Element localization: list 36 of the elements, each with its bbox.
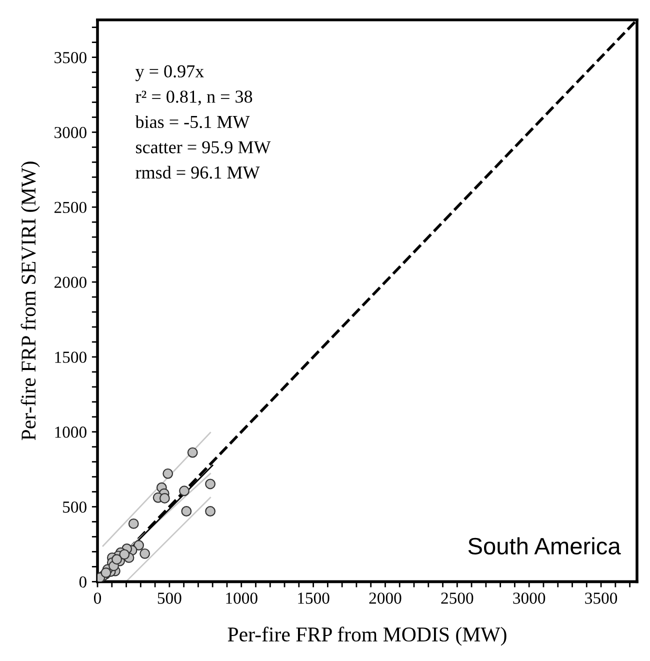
x-tick-label: 1000 xyxy=(226,592,258,604)
point xyxy=(205,478,216,490)
y-tick-label: 0 xyxy=(79,576,86,588)
y-tick-label: 500 xyxy=(63,501,86,513)
y-tick-label: 2500 xyxy=(54,202,86,214)
x-tick-label: 0 xyxy=(94,592,102,604)
point xyxy=(140,548,150,559)
y-tick-label: 3500 xyxy=(54,52,86,64)
point xyxy=(159,493,170,504)
x-tick-label: 2500 xyxy=(441,592,474,604)
text: South America xyxy=(468,537,621,555)
annotation: r² = 0.81, n = 38 xyxy=(136,90,252,106)
y-tick-label: 1000 xyxy=(55,426,86,438)
y-tick-label: 1500 xyxy=(55,352,86,363)
point xyxy=(112,554,122,565)
point xyxy=(181,506,192,516)
x-tick-label: 500 xyxy=(158,592,182,604)
annotation: scatter = 95.9 MW xyxy=(136,141,271,154)
y-axis-title: Per-fire FRP from SEVIRI (MW) xyxy=(20,162,40,440)
point xyxy=(162,468,174,479)
y-tick-label: 2000 xyxy=(54,276,86,288)
point xyxy=(128,518,139,529)
point xyxy=(205,506,216,516)
point xyxy=(187,447,198,458)
annotation: bias = -5.1 MW xyxy=(135,115,250,128)
annotation: y = 0.97x xyxy=(135,65,204,82)
x-axis-title: Per-fire FRP from MODIS (MW) xyxy=(228,626,506,646)
point xyxy=(134,540,144,550)
y-tick-label: 3000 xyxy=(54,126,86,138)
x-tick-label: 2000 xyxy=(369,592,402,604)
x-tick-label: 1500 xyxy=(298,592,330,604)
annotation: rmsd = 96.1 MW xyxy=(136,166,260,179)
x-tick-label: 3000 xyxy=(513,592,546,604)
x-tick-label: 3500 xyxy=(585,592,618,604)
point xyxy=(119,549,130,560)
point xyxy=(179,486,190,496)
